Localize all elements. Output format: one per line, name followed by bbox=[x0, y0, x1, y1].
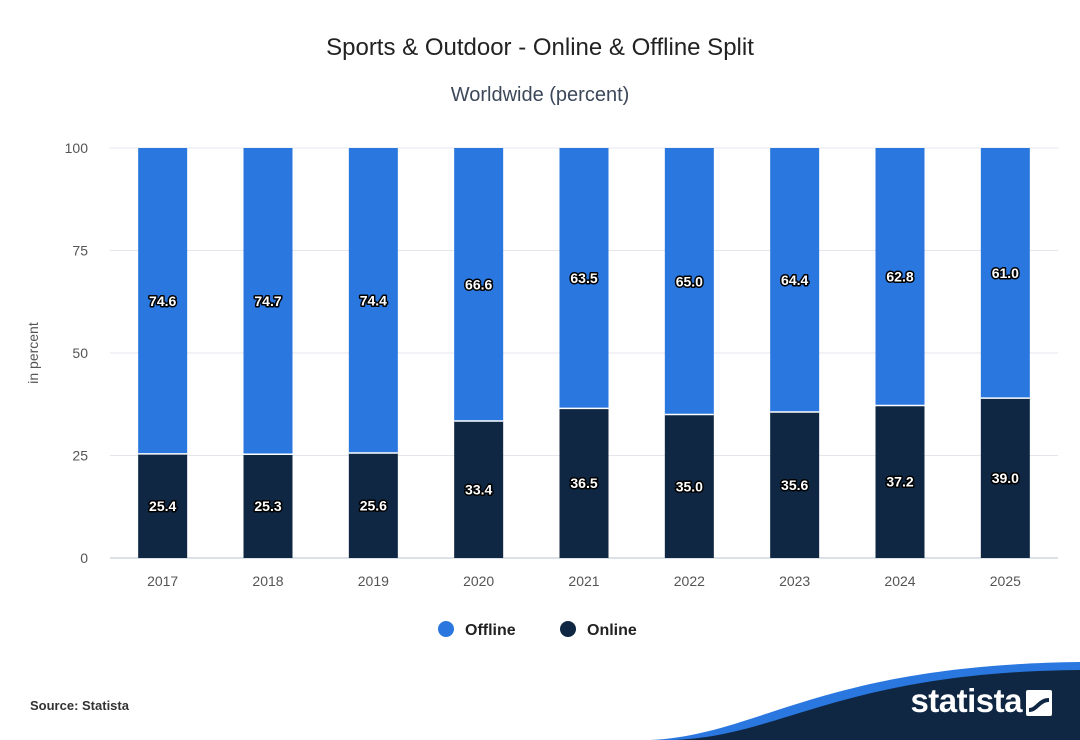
data-label-outline: 37.2 bbox=[886, 474, 913, 490]
data-label-outline: 39.0 bbox=[992, 470, 1019, 486]
bar-online-2019[interactable] bbox=[348, 453, 398, 558]
bar-online-2017[interactable] bbox=[138, 453, 188, 558]
data-label-online-2017: 25.4 bbox=[149, 498, 176, 514]
data-label-outline: 64.4 bbox=[781, 272, 808, 288]
data-label-offline-2022: 65.0 bbox=[676, 273, 703, 289]
bar-online-2023[interactable] bbox=[770, 412, 820, 558]
bar-offline-2021[interactable] bbox=[559, 148, 609, 409]
data-label-online-2020: 33.4 bbox=[465, 482, 492, 498]
x-tick-label-2018: 2018 bbox=[252, 573, 283, 589]
bar-offline-2022[interactable] bbox=[664, 148, 714, 415]
chart-title: Sports & Outdoor - Online & Offline Spli… bbox=[326, 34, 754, 61]
statista-logo[interactable]: statista bbox=[910, 682, 1022, 719]
y-axis-label: in percent bbox=[25, 322, 41, 384]
bar-offline-2024[interactable] bbox=[875, 148, 925, 406]
data-label-outline: 33.4 bbox=[465, 482, 492, 498]
y-tick-label: 75 bbox=[72, 243, 88, 259]
x-tick-label-2022: 2022 bbox=[674, 573, 705, 589]
bar-offline-2018[interactable] bbox=[243, 148, 293, 455]
data-label-outline: 61.0 bbox=[992, 265, 1019, 281]
data-label-offline-2017: 74.6 bbox=[149, 293, 176, 309]
bar-offline-2020[interactable] bbox=[454, 148, 504, 422]
x-tick-label-2019: 2019 bbox=[358, 573, 389, 589]
data-label-outline: 74.7 bbox=[254, 293, 281, 309]
data-label-offline-2021: 63.5 bbox=[570, 270, 597, 286]
data-label-online-2024: 37.2 bbox=[886, 474, 913, 490]
bar-offline-2017[interactable] bbox=[138, 148, 188, 454]
data-label-offline-2024: 62.8 bbox=[886, 269, 913, 285]
bar-offline-2025[interactable] bbox=[980, 148, 1030, 399]
y-tick-label: 25 bbox=[72, 448, 88, 464]
y-tick-label: 100 bbox=[65, 140, 89, 156]
data-label-outline: 66.6 bbox=[465, 277, 492, 293]
legend-label-online[interactable]: Online bbox=[587, 622, 637, 639]
data-label-offline-2020: 66.6 bbox=[465, 277, 492, 293]
legend-swatch-online[interactable] bbox=[560, 621, 576, 637]
data-label-outline: 35.0 bbox=[676, 478, 703, 494]
bar-online-2024[interactable] bbox=[875, 405, 925, 558]
bar-online-2022[interactable] bbox=[664, 414, 714, 559]
legend-swatch-offline[interactable] bbox=[438, 621, 454, 637]
data-label-outline: 74.4 bbox=[360, 293, 387, 309]
data-label-outline: 25.3 bbox=[254, 498, 281, 514]
x-tick-label-2025: 2025 bbox=[990, 573, 1021, 589]
x-tick-label-2017: 2017 bbox=[147, 573, 178, 589]
x-tick-label-2020: 2020 bbox=[463, 573, 494, 589]
x-tick-label-2021: 2021 bbox=[568, 573, 599, 589]
x-tick-label-2023: 2023 bbox=[779, 573, 810, 589]
data-label-outline: 65.0 bbox=[676, 273, 703, 289]
data-label-outline: 25.6 bbox=[360, 498, 387, 514]
source-note: Source: Statista bbox=[30, 698, 129, 713]
data-label-online-2021: 36.5 bbox=[570, 475, 597, 491]
data-label-outline: 63.5 bbox=[570, 270, 597, 286]
bar-offline-2023[interactable] bbox=[770, 148, 820, 413]
data-label-outline: 74.6 bbox=[149, 293, 176, 309]
data-label-online-2022: 35.0 bbox=[676, 478, 703, 494]
chart-subtitle: Worldwide (percent) bbox=[450, 84, 630, 106]
y-tick-label: 50 bbox=[72, 345, 88, 361]
data-label-offline-2019: 74.4 bbox=[360, 293, 387, 309]
bar-online-2021[interactable] bbox=[559, 408, 609, 558]
bar-online-2020[interactable] bbox=[454, 421, 504, 558]
x-tick-label-2024: 2024 bbox=[884, 573, 915, 589]
data-label-offline-2023: 64.4 bbox=[781, 272, 808, 288]
bar-offline-2019[interactable] bbox=[348, 148, 398, 454]
data-label-outline: 36.5 bbox=[570, 475, 597, 491]
data-label-online-2023: 35.6 bbox=[781, 477, 808, 493]
statista-mark-icon bbox=[1026, 690, 1052, 716]
data-label-offline-2025: 61.0 bbox=[992, 265, 1019, 281]
bar-online-2018[interactable] bbox=[243, 454, 293, 558]
data-label-outline: 35.6 bbox=[781, 477, 808, 493]
data-label-online-2018: 25.3 bbox=[254, 498, 281, 514]
bar-online-2025[interactable] bbox=[980, 398, 1030, 558]
legend-label-offline[interactable]: Offline bbox=[465, 622, 516, 639]
data-label-outline: 25.4 bbox=[149, 498, 176, 514]
data-label-offline-2018: 74.7 bbox=[254, 293, 281, 309]
y-tick-label: 0 bbox=[80, 550, 88, 566]
data-label-online-2019: 25.6 bbox=[360, 498, 387, 514]
data-label-outline: 62.8 bbox=[886, 269, 913, 285]
data-label-online-2025: 39.0 bbox=[992, 470, 1019, 486]
